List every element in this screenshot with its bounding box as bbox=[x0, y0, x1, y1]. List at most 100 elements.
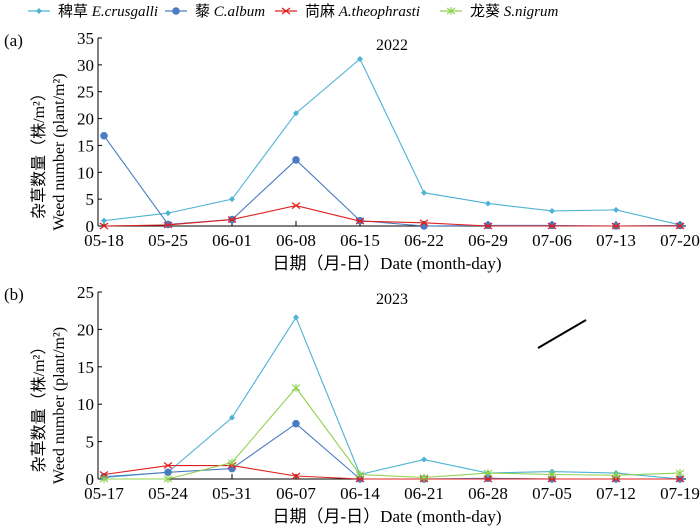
data-point bbox=[292, 156, 300, 164]
y-tick-label: 30 bbox=[77, 56, 94, 75]
chart-panel-2023: 0 5 10 15 20 25 05-17 05-24 05-31 06-07 06-14 06-21… bbox=[4, 283, 700, 526]
y-tick-label: 0 bbox=[86, 217, 95, 236]
y-tick-label: 25 bbox=[77, 83, 94, 102]
chart-panel-2022: 0 5 10 15 20 25 30 35 05-18 05-25 06-01 06-08 06-15 0… bbox=[4, 29, 700, 273]
data-point bbox=[483, 475, 493, 483]
data-point bbox=[611, 222, 621, 230]
data-point bbox=[483, 469, 493, 478]
series-line bbox=[103, 316, 681, 480]
series-S.nigrum bbox=[99, 383, 685, 483]
x-tick-label: 05-24 bbox=[148, 484, 188, 503]
y-tick-label: 35 bbox=[77, 29, 94, 48]
series-line bbox=[103, 58, 681, 226]
x-tick-label: 07-06 bbox=[532, 231, 572, 250]
data-point bbox=[293, 314, 299, 321]
data-point bbox=[100, 131, 108, 140]
data-point bbox=[291, 202, 301, 210]
data-point bbox=[421, 456, 427, 463]
legend-item-A.theophrasti: 苘麻 A.theophrasti bbox=[275, 3, 420, 20]
x-tick-label: 06-14 bbox=[340, 484, 380, 503]
x-tick-label: 05-18 bbox=[84, 231, 124, 250]
stray-line bbox=[537, 319, 587, 349]
data-point bbox=[611, 471, 621, 480]
y-tick-label: 15 bbox=[77, 136, 94, 155]
y-tick-label: 5 bbox=[86, 190, 95, 209]
y-tick-label: 10 bbox=[77, 395, 94, 414]
data-point bbox=[291, 383, 301, 392]
y-tick-label: 0 bbox=[86, 470, 95, 489]
data-point bbox=[99, 222, 109, 230]
x-tick-label: 07-13 bbox=[596, 231, 636, 250]
x-axis-label: 日期（月-日）Date (month-day) bbox=[273, 507, 502, 526]
data-point bbox=[613, 206, 619, 213]
data-point bbox=[291, 472, 301, 480]
y-tick-label: 10 bbox=[77, 163, 94, 182]
data-point bbox=[227, 458, 237, 467]
x-tick-label: 06-15 bbox=[340, 231, 380, 250]
x-tick-label: 06-08 bbox=[276, 231, 316, 250]
legend-marker-icon bbox=[172, 7, 180, 15]
legend-item-C.album: 藜 C.album bbox=[165, 3, 265, 20]
data-point bbox=[419, 473, 429, 482]
y-axis-label-en: Weed number (plant/m²) bbox=[51, 327, 68, 484]
y-tick-label: 20 bbox=[77, 320, 94, 339]
data-point bbox=[227, 216, 237, 224]
series-A.theophrasti bbox=[99, 202, 685, 230]
chart-title: 2022 bbox=[376, 37, 408, 54]
x-tick-label: 05-17 bbox=[84, 484, 124, 503]
y-axis-label-cn: 杂草数量（株/m²） bbox=[30, 339, 48, 473]
chart-title: 2023 bbox=[376, 291, 408, 308]
data-point bbox=[485, 200, 491, 207]
data-point bbox=[163, 221, 173, 229]
series-line bbox=[104, 386, 681, 480]
x-tick-label: 06-29 bbox=[468, 231, 508, 250]
x-tick-label: 07-12 bbox=[596, 484, 636, 503]
data-point bbox=[163, 475, 173, 483]
data-point bbox=[675, 222, 685, 230]
y-tick-label: 5 bbox=[86, 433, 95, 452]
data-point bbox=[165, 210, 171, 217]
data-point bbox=[229, 196, 235, 203]
data-point bbox=[675, 475, 685, 483]
x-tick-label: 06-01 bbox=[212, 231, 252, 250]
legend-marker-icon bbox=[446, 7, 456, 15]
data-point bbox=[292, 419, 300, 428]
series-E.crusgalli bbox=[101, 314, 683, 482]
data-point bbox=[355, 217, 365, 225]
data-point bbox=[421, 189, 427, 196]
legend-label: 苘麻 A.theophrasti bbox=[305, 3, 420, 20]
x-tick-label: 06-28 bbox=[468, 484, 508, 503]
data-point bbox=[483, 222, 493, 230]
x-tick-label: 06-22 bbox=[404, 231, 444, 250]
y-axis-label-en: Weed number (plant/m²) bbox=[51, 73, 68, 230]
series-line bbox=[103, 135, 681, 227]
x-axis-label: 日期（月-日）Date (month-day) bbox=[273, 254, 502, 273]
data-point bbox=[99, 475, 109, 483]
data-point bbox=[229, 414, 235, 421]
data-point bbox=[547, 470, 557, 479]
data-point bbox=[357, 55, 363, 62]
panel-label: (b) bbox=[4, 285, 24, 304]
y-axis-label-cn: 杂草数量（株/m²） bbox=[30, 85, 48, 219]
series-line bbox=[103, 464, 680, 480]
series-line bbox=[103, 205, 680, 227]
x-tick-label: 07-05 bbox=[532, 484, 572, 503]
x-tick-label: 05-31 bbox=[212, 484, 252, 503]
x-tick-label: 05-25 bbox=[148, 231, 188, 250]
data-point bbox=[164, 468, 172, 477]
data-point bbox=[355, 470, 365, 479]
legend-item-S.nigrum: 龙葵 S.nigrum bbox=[440, 3, 559, 20]
x-tick-label: 07-20 bbox=[660, 231, 700, 250]
x-tick-label: 06-07 bbox=[276, 484, 316, 503]
series-E.crusgalli bbox=[101, 55, 683, 228]
data-point bbox=[549, 207, 555, 214]
data-point bbox=[675, 469, 685, 478]
series-C.album bbox=[100, 131, 684, 230]
x-tick-label: 06-21 bbox=[404, 484, 444, 503]
legend-marker-icon bbox=[281, 7, 291, 15]
data-point bbox=[163, 462, 173, 470]
y-tick-label: 25 bbox=[77, 283, 94, 302]
data-point bbox=[547, 222, 557, 230]
x-tick-label: 07-19 bbox=[660, 484, 700, 503]
